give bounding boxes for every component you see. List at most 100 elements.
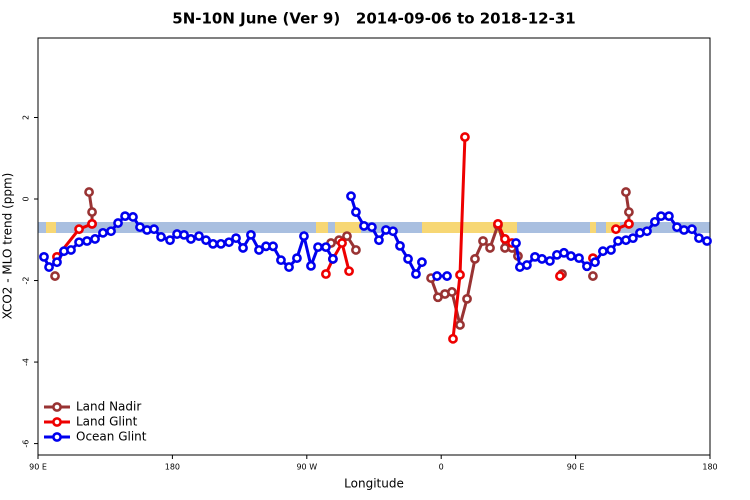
point — [299, 231, 309, 242]
point — [694, 233, 704, 244]
point — [321, 269, 331, 279]
land-strip — [46, 222, 56, 233]
legend-swatch — [52, 417, 62, 427]
point — [74, 237, 84, 248]
point — [611, 224, 621, 235]
point — [582, 261, 592, 272]
plot-frame — [37, 37, 711, 456]
legend-swatch — [52, 432, 62, 442]
point — [367, 222, 377, 233]
chart-title: 5N-10N June (Ver 9) 2014-09-06 to 2018-1… — [172, 10, 575, 28]
point — [337, 238, 347, 248]
point — [284, 262, 294, 272]
point — [292, 253, 302, 264]
point — [462, 293, 472, 304]
legend-label: Land Glint — [76, 415, 138, 429]
point — [656, 211, 666, 222]
point — [306, 260, 316, 271]
series-line — [42, 195, 708, 278]
y-tick-label: 0 — [22, 196, 31, 201]
point — [642, 226, 652, 237]
y-tick-label: -2 — [22, 277, 31, 285]
point — [455, 269, 465, 280]
legend-label: Land Nadir — [76, 400, 141, 414]
point — [208, 238, 218, 249]
point — [276, 255, 286, 266]
point — [606, 245, 616, 255]
point — [50, 271, 60, 281]
point — [566, 251, 576, 261]
point — [351, 245, 361, 255]
x-tick-label: 90 E — [29, 463, 47, 472]
point — [238, 243, 248, 253]
point — [113, 218, 123, 228]
x-tick-label: 90 E — [567, 463, 585, 472]
point — [351, 207, 361, 217]
point — [679, 225, 689, 235]
point — [98, 227, 108, 238]
point — [537, 254, 547, 264]
point — [313, 242, 323, 253]
x-axis-label: Longitude — [344, 477, 404, 491]
point — [87, 218, 97, 229]
point — [687, 224, 697, 235]
point — [39, 251, 49, 262]
point — [590, 257, 600, 268]
land-strip — [316, 222, 328, 233]
point — [224, 237, 234, 248]
point — [500, 234, 510, 244]
point — [624, 218, 634, 229]
point — [328, 254, 338, 264]
point — [254, 245, 264, 255]
point — [120, 211, 130, 222]
point — [194, 231, 204, 242]
point — [598, 246, 608, 257]
point — [628, 233, 638, 244]
point — [342, 231, 352, 242]
point — [374, 235, 384, 246]
point — [460, 132, 470, 142]
point — [442, 271, 452, 281]
point — [246, 229, 256, 240]
x-tick-label: 0 — [439, 463, 444, 472]
point — [149, 224, 159, 235]
point — [84, 187, 94, 197]
point — [87, 207, 97, 217]
point — [179, 229, 189, 240]
point — [346, 191, 356, 202]
point — [588, 271, 598, 281]
point — [485, 243, 495, 253]
point — [417, 257, 427, 268]
point — [344, 266, 354, 277]
legend-label: Ocean Glint — [76, 430, 147, 444]
y-tick-label: -6 — [22, 440, 31, 448]
land-strip — [422, 222, 517, 233]
y-tick-label: -4 — [22, 358, 31, 366]
point — [624, 207, 634, 217]
point — [74, 224, 84, 235]
point — [702, 236, 712, 246]
point — [447, 287, 457, 297]
point — [395, 240, 405, 251]
point — [574, 253, 584, 264]
x-tick-label: 180 — [165, 463, 180, 472]
point — [432, 271, 442, 281]
point — [231, 233, 241, 244]
point — [44, 262, 54, 272]
legend-swatch — [52, 402, 62, 412]
point — [664, 211, 674, 222]
point — [156, 232, 166, 242]
x-tick-label: 90 W — [296, 463, 317, 472]
point — [555, 271, 565, 281]
point — [511, 238, 521, 248]
point — [613, 236, 623, 246]
point — [52, 257, 62, 268]
point — [411, 269, 421, 279]
point — [359, 221, 369, 231]
point — [388, 226, 398, 237]
point — [66, 245, 76, 255]
point — [165, 235, 175, 246]
